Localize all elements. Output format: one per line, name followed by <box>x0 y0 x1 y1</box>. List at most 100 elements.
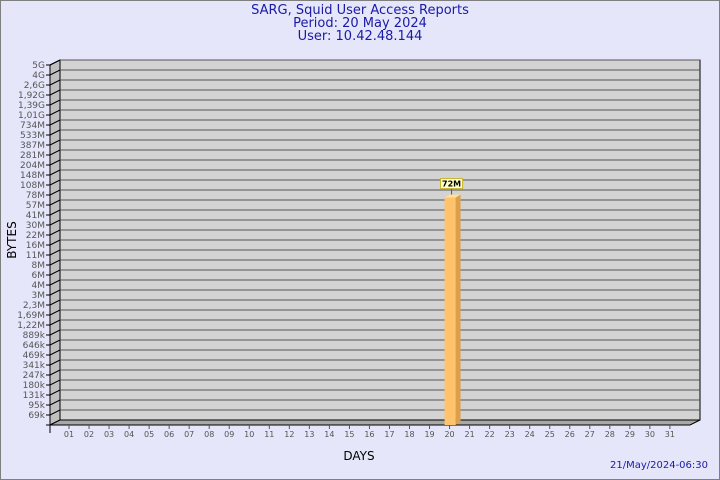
generated-timestamp: 21/May/2024-06:30 <box>609 460 708 471</box>
y-tick-label: 5G <box>32 61 45 71</box>
x-tick-label: 22 <box>485 430 495 439</box>
y-axis-label: BYTES <box>5 221 19 258</box>
y-tick-label: 247k <box>23 371 46 381</box>
x-tick-label: 13 <box>304 430 314 439</box>
bar-day-20 <box>444 197 456 425</box>
y-tick-label: 180k <box>23 381 46 391</box>
gridline-wall <box>49 129 61 136</box>
x-tick-label: 12 <box>284 430 294 439</box>
y-tick-label: 16M <box>26 241 45 251</box>
gridline-wall <box>49 79 61 86</box>
y-tick-label: 1,69M <box>17 311 45 321</box>
x-tick-label: 03 <box>104 430 114 439</box>
chart-user: User: 10.42.48.144 <box>297 29 423 44</box>
x-tick-label: 10 <box>244 430 254 439</box>
gridline-wall <box>49 299 61 306</box>
chart-title: SARG, Squid User Access Reports <box>251 3 469 18</box>
y-tick-label: 3M <box>32 291 46 301</box>
y-tick-label: 57M <box>26 201 45 211</box>
gridline-wall <box>49 339 61 346</box>
y-tick-label: 1,92G <box>18 91 45 101</box>
y-tick-label: 4G <box>32 71 45 81</box>
y-tick-label: 8M <box>32 261 46 271</box>
y-tick-label: 148M <box>20 171 45 181</box>
y-tick-label: 108M <box>20 181 45 191</box>
x-tick-label: 18 <box>404 430 414 439</box>
x-tick-label: 21 <box>465 430 475 439</box>
y-tick-label: 2,6G <box>24 81 45 91</box>
gridline-wall <box>49 199 61 206</box>
y-tick-label: 78M <box>26 191 45 201</box>
x-tick-label: 23 <box>505 430 515 439</box>
y-tick-label: 69k <box>28 411 45 421</box>
gridline-wall <box>49 369 61 376</box>
gridline-wall <box>49 249 61 256</box>
x-tick-label: 05 <box>144 430 154 439</box>
gridline-wall <box>49 149 61 156</box>
x-tick-label: 26 <box>565 430 575 439</box>
y-tick-label: 4M <box>32 281 46 291</box>
x-tick-label: 01 <box>64 430 74 439</box>
x-tick-label: 30 <box>645 430 655 439</box>
gridline-wall <box>49 329 61 336</box>
y-tick-label: 41M <box>26 211 45 221</box>
x-tick-label: 17 <box>384 430 394 439</box>
x-tick-label: 20 <box>444 430 454 439</box>
y-tick-label: 1,22M <box>17 321 45 331</box>
gridline-wall <box>49 169 61 176</box>
y-tick-label: 646k <box>23 341 46 351</box>
y-tick-label: 131k <box>23 391 46 401</box>
x-tick-label: 29 <box>625 430 635 439</box>
gridline-wall <box>49 379 61 386</box>
x-tick-label: 14 <box>324 430 334 439</box>
bar-top <box>444 194 461 198</box>
x-tick-label: 25 <box>545 430 555 439</box>
gridline-wall <box>49 319 61 326</box>
x-tick-label: 27 <box>585 430 595 439</box>
gridline-wall <box>49 229 61 236</box>
gridline-wall <box>49 99 61 106</box>
gridline-wall <box>49 189 61 196</box>
y-tick-label: 2,3M <box>23 301 45 311</box>
gridline-wall <box>49 279 61 286</box>
gridline-wall <box>49 119 61 126</box>
gridline-wall <box>49 219 61 226</box>
x-axis-label: DAYS <box>343 449 374 463</box>
x-tick-label: 09 <box>224 430 234 439</box>
gridline-wall <box>49 69 61 76</box>
y-tick-label: 1,01G <box>18 111 45 121</box>
data-label: 72M <box>442 180 461 189</box>
gridline-wall <box>49 409 61 416</box>
y-tick-label: 341k <box>23 361 46 371</box>
y-tick-label: 1,39G <box>18 101 45 111</box>
gridline-wall <box>49 239 61 246</box>
y-tick-label: 30M <box>26 221 45 231</box>
gridline-wall <box>49 159 61 166</box>
gridline-wall <box>49 109 61 116</box>
x-tick-label: 28 <box>605 430 615 439</box>
bar-side <box>455 194 461 425</box>
gridline-wall <box>49 399 61 406</box>
y-tick-label: 734M <box>20 121 45 131</box>
x-tick-label: 19 <box>424 430 434 439</box>
gridline-wall <box>49 59 61 66</box>
y-tick-label: 6M <box>32 271 46 281</box>
gridline-wall <box>49 289 61 296</box>
plot-floor <box>49 419 701 426</box>
x-tick-label: 06 <box>164 430 174 439</box>
x-tick-label: 04 <box>124 430 134 439</box>
y-tick-label: 95k <box>28 401 45 411</box>
gridline-wall <box>49 389 61 396</box>
y-tick-label: 281M <box>20 151 45 161</box>
gridline-wall <box>49 309 61 316</box>
chart-period: Period: 20 May 2024 <box>293 16 427 31</box>
gridline-wall <box>49 269 61 276</box>
gridline-wall <box>49 209 61 216</box>
x-tick-label: 11 <box>264 430 274 439</box>
y-tick-label: 469k <box>23 351 46 361</box>
gridline-wall <box>49 89 61 96</box>
y-tick-label: 204M <box>20 161 45 171</box>
y-tick-label: 22M <box>26 231 45 241</box>
gridline-wall <box>49 179 61 186</box>
